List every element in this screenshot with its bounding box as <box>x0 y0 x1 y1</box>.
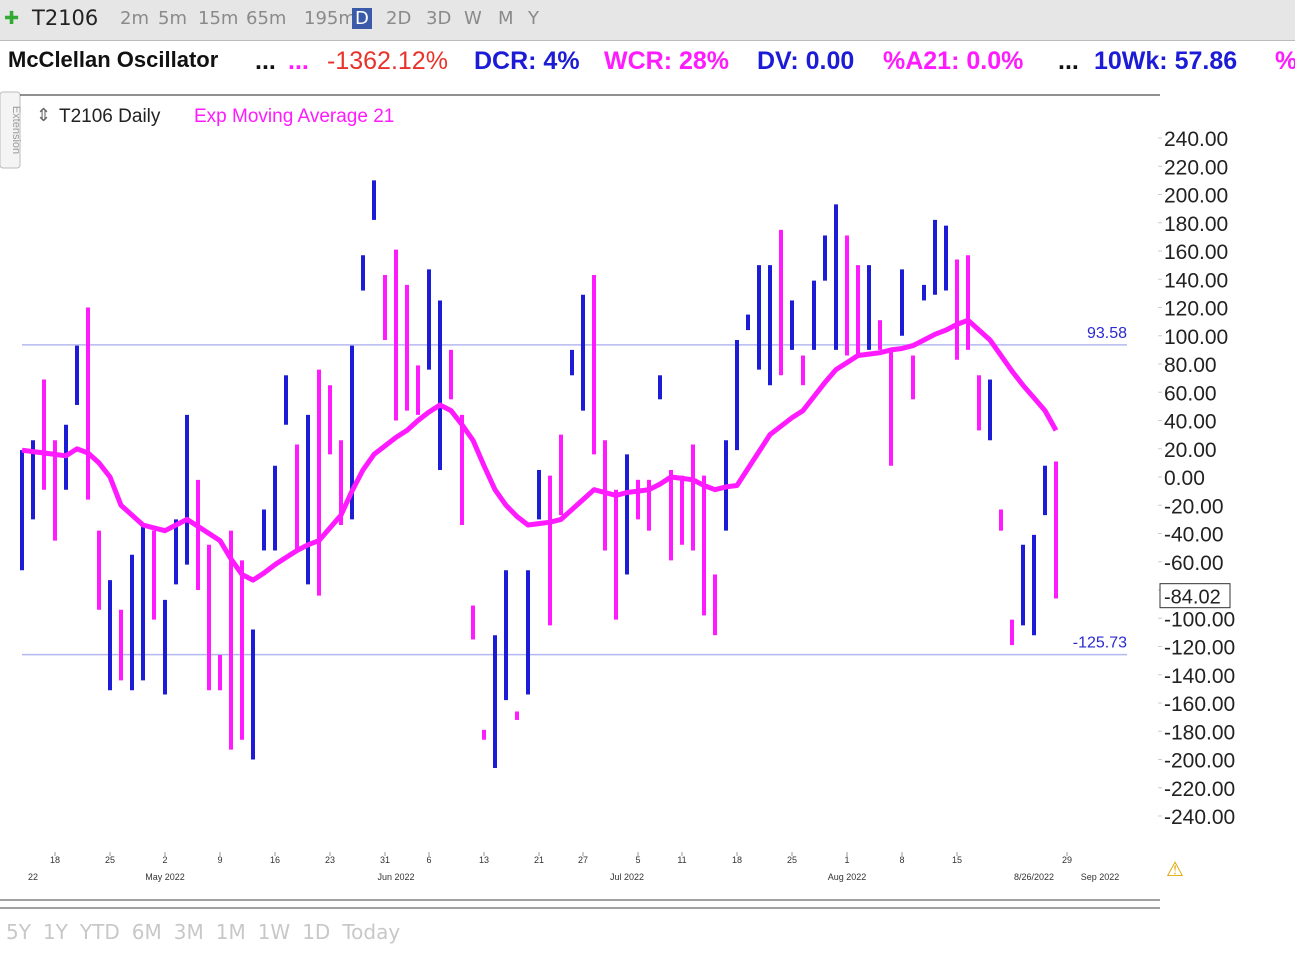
legend-arrow: ⇕ <box>36 105 51 125</box>
x-tick-label: 25 <box>787 855 797 865</box>
range-bar: 5Y 1Y YTD 6M 3M 1M 1W 1D Today <box>6 920 412 944</box>
range-button[interactable]: YTD <box>79 920 120 944</box>
interval-button[interactable]: 65m <box>246 8 287 29</box>
y-tick-label: 140.00 <box>1164 269 1228 292</box>
x-tick-label: 16 <box>270 855 280 865</box>
x-month-label: Aug 2022 <box>828 872 867 882</box>
last-value-label: -84.02 <box>1164 587 1221 609</box>
x-tick-label: 6 <box>426 855 431 865</box>
x-month-label: 8/26/2022 <box>1014 872 1054 882</box>
last-value-box <box>1159 583 1231 609</box>
y-tick-label: -180.00 <box>1164 721 1235 744</box>
range-button[interactable]: Today <box>342 920 401 944</box>
symbol[interactable]: T2106 <box>32 6 99 30</box>
y-tick-label: 40.00 <box>1164 411 1217 434</box>
interval-button[interactable]: 2D <box>386 8 412 29</box>
toolbar: ✚ T2106 2m 5m 15m 65m 195m D 2D 3D W M Y <box>0 0 1295 41</box>
range-button[interactable]: 1D <box>302 920 331 944</box>
interval-button[interactable]: 15m <box>198 8 239 29</box>
interval-button[interactable]: D <box>352 8 372 29</box>
x-tick-label: 29 <box>1062 855 1072 865</box>
reference-label: 93.58 <box>1087 325 1127 342</box>
side-tab[interactable] <box>0 91 21 169</box>
x-month-label: Jul 2022 <box>610 872 644 882</box>
add-icon[interactable]: ✚ <box>4 8 20 29</box>
x-tick-label: 18 <box>50 855 60 865</box>
x-tick-label: 21 <box>534 855 544 865</box>
x-tick-label: 23 <box>325 855 335 865</box>
interval-button[interactable]: W <box>464 8 482 29</box>
x-month-label: 22 <box>28 872 38 882</box>
y-tick-label: -220.00 <box>1164 778 1235 801</box>
header-field: DCR: 4% <box>474 47 580 75</box>
range-button[interactable]: 5Y <box>6 920 31 944</box>
x-tick-label: 2 <box>162 855 167 865</box>
y-tick-label: -60.00 <box>1164 552 1224 575</box>
y-tick-label: 240.00 <box>1164 128 1228 151</box>
header-field: DV: 0.00 <box>757 47 855 75</box>
interval-button[interactable]: M <box>498 8 514 29</box>
header-field: WCR: 28% <box>604 47 730 75</box>
y-tick-label: -160.00 <box>1164 693 1235 716</box>
y-tick-label: 180.00 <box>1164 213 1228 236</box>
x-month-label: Jun 2022 <box>377 872 414 882</box>
x-tick-label: 9 <box>217 855 222 865</box>
x-tick-label: 18 <box>732 855 742 865</box>
y-tick-label: 0.00 <box>1164 467 1205 490</box>
x-tick-label: 31 <box>380 855 390 865</box>
range-button[interactable]: 6M <box>131 920 162 944</box>
y-tick-label: 80.00 <box>1164 354 1217 377</box>
x-tick-label: 13 <box>479 855 489 865</box>
y-tick-label: 160.00 <box>1164 241 1228 264</box>
x-month-label: May 2022 <box>145 872 185 882</box>
interval-button[interactable]: 3D <box>426 8 452 29</box>
header-field: ... <box>288 47 309 75</box>
y-tick-label: 60.00 <box>1164 382 1217 405</box>
x-tick-label: 11 <box>677 855 686 865</box>
interval-button[interactable]: 195m <box>304 8 356 29</box>
x-tick-label: 1 <box>844 855 849 865</box>
interval-button[interactable]: Y <box>528 8 539 29</box>
interval-button[interactable]: 2m <box>120 8 149 29</box>
y-tick-label: -140.00 <box>1164 665 1235 688</box>
header-field: % <box>1275 47 1295 76</box>
interval-button[interactable]: 5m <box>158 8 187 29</box>
ema-line <box>21 317 1059 583</box>
y-tick-label: 200.00 <box>1164 185 1228 208</box>
header-field: 10Wk: 57.86 <box>1094 47 1238 75</box>
study-title: McClellan Oscillator <box>8 47 219 72</box>
y-tick-label: -200.00 <box>1164 750 1235 773</box>
range-button[interactable]: 3M <box>173 920 204 944</box>
range-button[interactable]: 1M <box>215 920 246 944</box>
x-tick-label: 27 <box>578 855 588 865</box>
header-field: ... <box>1058 47 1079 75</box>
header-field: ... <box>255 47 276 75</box>
header-field: -1362.12% <box>327 47 448 75</box>
chart: Extension ⇕ T2106 Daily Exp Moving Avera… <box>0 91 1235 909</box>
side-tab-label: Extension <box>10 106 22 154</box>
x-tick-label: 15 <box>952 855 962 865</box>
y-tick-label: -20.00 <box>1164 495 1224 518</box>
y-tick-label: -40.00 <box>1164 524 1224 547</box>
warning-icon[interactable]: ⚠ <box>1166 859 1184 881</box>
y-tick-label: 20.00 <box>1164 439 1217 462</box>
y-tick-label: -100.00 <box>1164 608 1235 631</box>
x-tick-label: 8 <box>899 855 904 865</box>
header: McClellan Oscillator ...... -1362.12% DCR:… <box>0 41 1295 85</box>
x-month-label: Sep 2022 <box>1081 872 1120 882</box>
x-tick-label: 5 <box>635 855 640 865</box>
legend-entry[interactable]: Exp Moving Average 21 <box>194 106 394 127</box>
x-tick-label: 25 <box>105 855 115 865</box>
reference-label: -125.73 <box>1073 635 1127 652</box>
y-tick-label: 100.00 <box>1164 326 1228 349</box>
y-tick-label: -120.00 <box>1164 637 1235 660</box>
range-button[interactable]: 1W <box>257 920 291 944</box>
range-button[interactable]: 1Y <box>42 920 68 944</box>
y-tick-label: 120.00 <box>1164 298 1228 321</box>
y-tick-label: -240.00 <box>1164 806 1235 829</box>
y-tick-label: 220.00 <box>1164 156 1228 179</box>
legend-title[interactable]: T2106 Daily <box>59 106 161 127</box>
header-field: %A21: 0.0% <box>883 47 1024 75</box>
